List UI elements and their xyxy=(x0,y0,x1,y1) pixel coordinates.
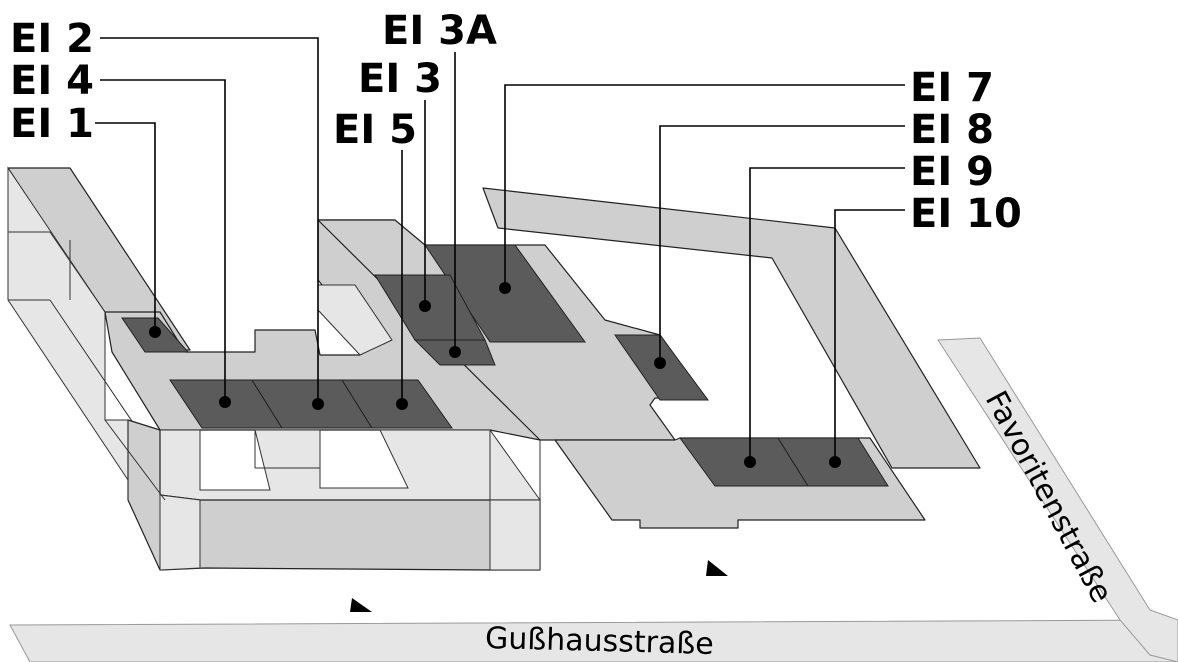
label-ei9: EI 9 xyxy=(910,149,994,195)
label-ei3a: EI 3A xyxy=(382,8,497,54)
road-favoritenstrasse xyxy=(937,337,1178,662)
roads: Gußhausstraße Favoritenstraße xyxy=(9,337,1178,662)
label-ei8: EI 8 xyxy=(910,107,994,153)
label-ei2: EI 2 xyxy=(10,16,94,62)
label-ei5: EI 5 xyxy=(333,107,417,153)
label-ei1: EI 1 xyxy=(10,101,94,147)
label-ei3: EI 3 xyxy=(358,56,442,102)
road-gusshausstrasse xyxy=(9,619,1178,662)
building-left xyxy=(7,166,541,571)
label-ei10: EI 10 xyxy=(910,191,1022,237)
labels: EI 2 EI 4 EI 1 EI 3A EI 3 EI 5 EI 7 EI 8… xyxy=(10,8,1022,237)
label-ei4: EI 4 xyxy=(10,58,94,104)
leaders xyxy=(95,37,905,468)
street-label-favoritenstrasse: Favoritenstraße xyxy=(978,385,1119,608)
left-court-walls xyxy=(159,429,541,501)
entrance-arrow-right xyxy=(706,560,728,576)
street-label-gusshausstrasse: Gußhausstraße xyxy=(485,621,715,662)
label-ei7: EI 7 xyxy=(910,65,994,111)
entrance-arrow-left xyxy=(350,598,372,612)
